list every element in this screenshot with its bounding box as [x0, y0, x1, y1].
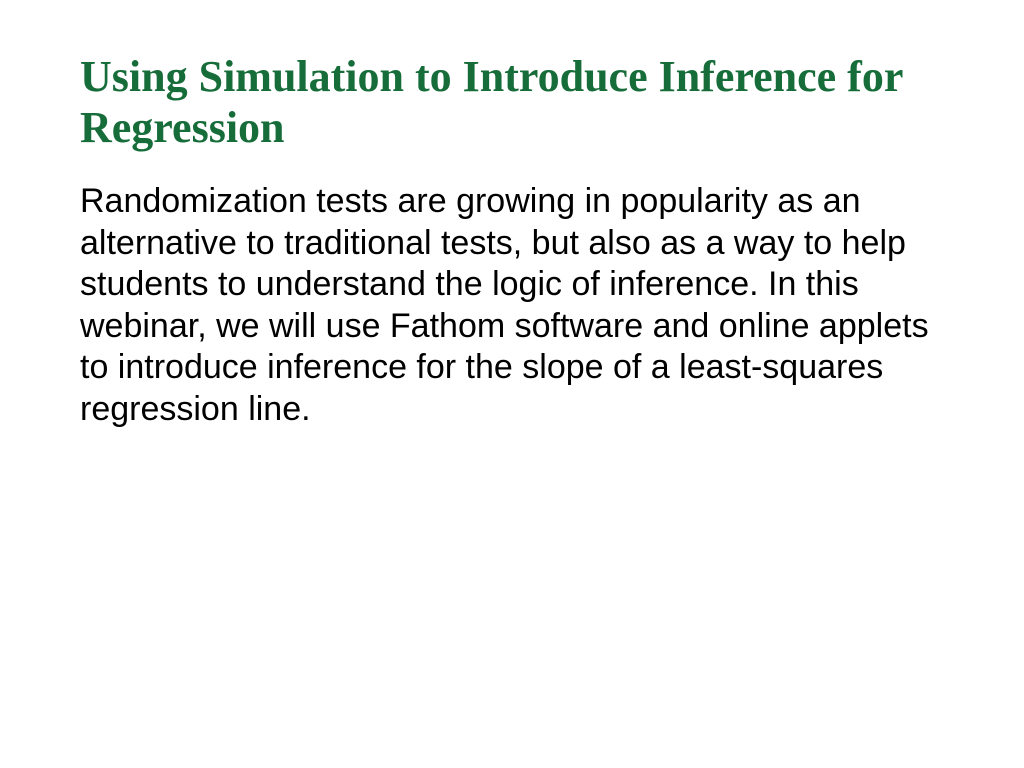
slide-container: Using Simulation to Introduce Inference …	[0, 0, 1024, 768]
slide-title: Using Simulation to Introduce Inference …	[80, 52, 944, 153]
slide-body: Randomization tests are growing in popul…	[80, 181, 944, 430]
